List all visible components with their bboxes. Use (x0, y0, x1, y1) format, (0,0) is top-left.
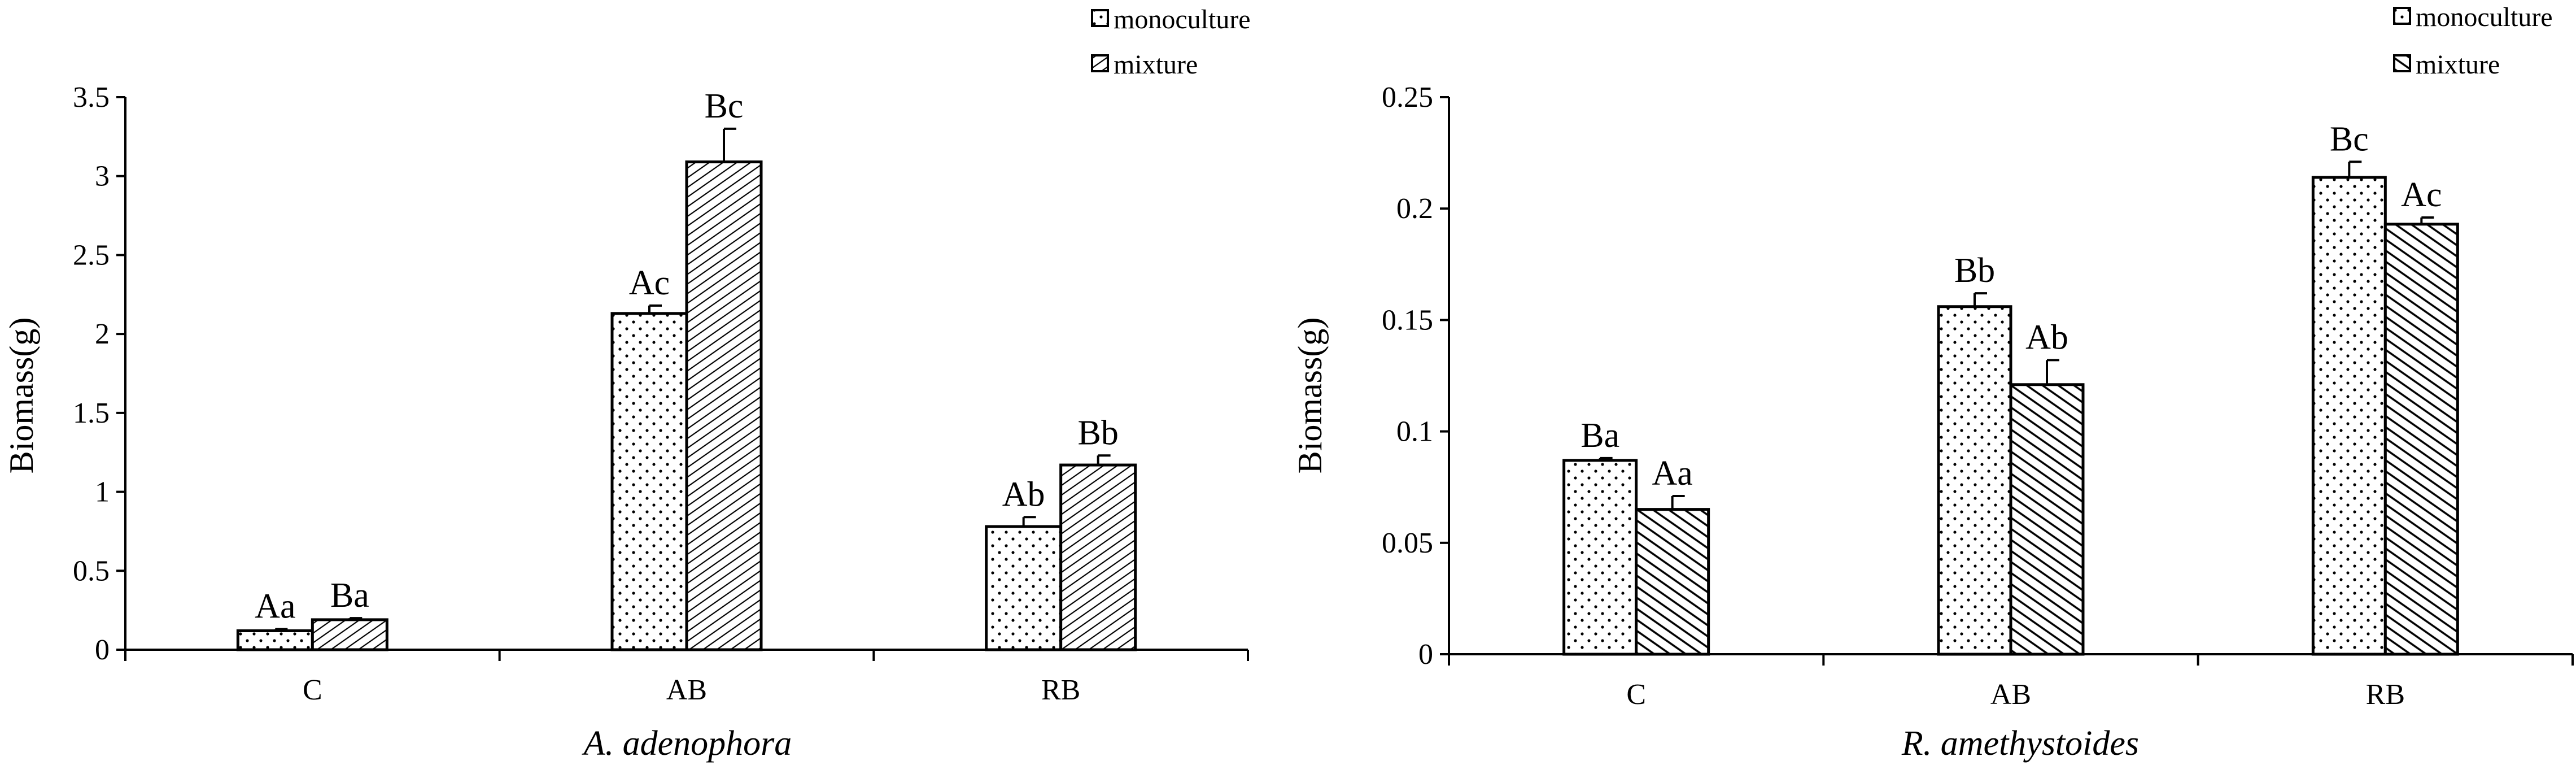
y-tick-label: 0.2 (1396, 193, 1433, 225)
x-axis-label: A. adenophora (582, 724, 792, 763)
legend: monoculture mixture (1091, 5, 1251, 80)
bars: Aa Ba Ac Bc Ab Bb (236, 87, 1137, 651)
y-tick-label: 0 (1418, 638, 1433, 671)
bar-label: Ab (1002, 475, 1045, 514)
y-tick-label: 1.5 (73, 397, 110, 429)
bar-mixture-c (1635, 508, 1710, 656)
legend-swatch-monoculture (1091, 9, 1109, 27)
x-axis: C AB RB (1448, 653, 2574, 711)
x-axis: C AB RB (124, 649, 1249, 706)
chart-panel-a-adenophora: 0 0.5 1 1.5 2 2.5 3 3.5 C AB RB Aa Ba Ac Bc Ab Bb Biom… (3, 5, 1251, 763)
y-axis-label: Biomass(g) (3, 318, 40, 474)
bar-label: Ac (2401, 176, 2442, 214)
y-tick-label: 3.5 (73, 81, 110, 114)
legend-swatch-mixture (2393, 54, 2411, 72)
bar-mixture-rb (2383, 223, 2459, 656)
y-tick-label: 1 (95, 476, 110, 508)
y-tick-label: 0.5 (73, 555, 110, 587)
y-tick-label: 2.5 (73, 239, 110, 271)
bar-monoculture-ab (1937, 305, 2012, 656)
y-axis: 0 0.05 0.1 0.15 0.2 0.25 (1382, 81, 1450, 671)
legend-swatch-monoculture (2393, 7, 2411, 25)
x-tick-label: RB (2366, 679, 2405, 711)
bar-label: Ab (2025, 318, 2068, 356)
x-tick-label: RB (1041, 674, 1080, 706)
bar-mixture-ab (2009, 383, 2085, 656)
bar-label: Ba (330, 576, 369, 615)
y-tick-label: 0.15 (1382, 304, 1433, 336)
bar-mixture-c (311, 618, 388, 651)
y-axis: 0 0.5 1 1.5 2 2.5 3 3.5 (73, 81, 126, 666)
bar-monoculture-c (1562, 459, 1638, 656)
y-tick-label: 0.25 (1382, 81, 1433, 114)
bar-label: Bb (1077, 414, 1118, 452)
legend: monoculture mixture (2393, 2, 2553, 80)
bar-monoculture-ab (610, 312, 688, 651)
legend-label-monoculture: monoculture (2416, 2, 2553, 32)
bar-mixture-rb (1059, 463, 1137, 651)
y-tick-label: 0.1 (1396, 416, 1433, 448)
bar-label: Bc (705, 87, 744, 125)
bar-label: Ac (629, 264, 670, 302)
x-tick-label: AB (1990, 679, 2031, 711)
legend-label-mixture: mixture (1114, 50, 1198, 80)
y-tick-label: 3 (95, 160, 110, 193)
bar-monoculture-rb (2311, 176, 2387, 656)
y-axis-label: Biomass(g) (1291, 318, 1329, 474)
x-tick-label: C (303, 674, 322, 706)
bar-mixture-ab (685, 160, 763, 651)
y-tick-label: 0 (95, 634, 110, 666)
y-tick-label: 2 (95, 318, 110, 350)
bar-label: Ba (1580, 416, 1619, 455)
bar-label: Bc (2330, 120, 2369, 158)
y-tick-label: 0.05 (1382, 527, 1433, 559)
chart-panel-r-amethystoides: 0 0.05 0.1 0.15 0.2 0.25 C AB RB Ba Aa Bb Ab Bc Ac B… (1291, 2, 2574, 763)
bar-label: Bb (1954, 251, 1995, 290)
legend-label-monoculture: monoculture (1114, 5, 1251, 34)
legend-swatch-mixture (1091, 54, 1109, 72)
bar-label: Aa (255, 588, 295, 626)
bar-monoculture-rb (985, 525, 1063, 651)
x-axis-label: R. amethystoides (1901, 724, 2139, 763)
x-tick-label: C (1626, 679, 1646, 711)
bar-label: Aa (1652, 454, 1693, 493)
bars: Ba Aa Bb Ab Bc Ac (1562, 120, 2459, 656)
bar-monoculture-c (236, 629, 314, 651)
legend-label-mixture: mixture (2416, 50, 2500, 80)
x-tick-label: AB (666, 674, 707, 706)
